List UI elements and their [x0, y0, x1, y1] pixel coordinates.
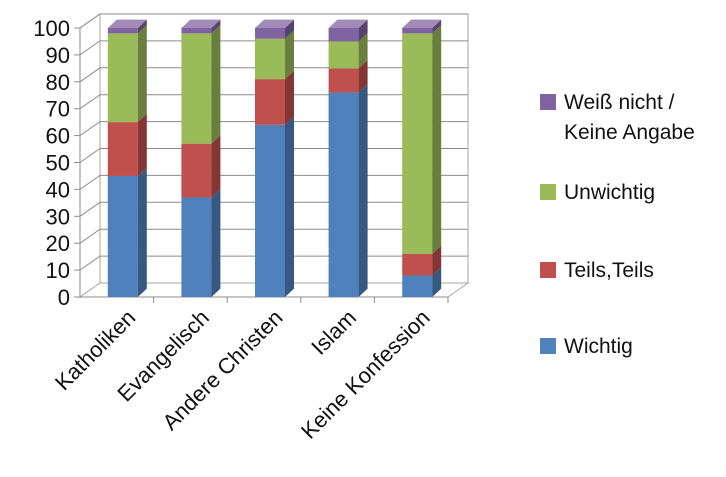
- bar-side: [285, 30, 294, 79]
- legend-item: Teils,Teils: [540, 256, 654, 286]
- bar-segment: [329, 93, 359, 297]
- bar-side: [211, 135, 220, 197]
- legend-label: Weiß nicht / Keine Angabe: [564, 88, 695, 148]
- bar-side: [138, 114, 147, 176]
- y-tick-label: 70: [46, 97, 70, 122]
- bar-segment: [402, 275, 432, 297]
- y-tick-label: 10: [46, 258, 70, 283]
- bar-segment: [181, 144, 211, 198]
- bar-segment: [255, 28, 285, 39]
- bar-side: [211, 25, 220, 144]
- bar-side: [359, 84, 368, 297]
- bar-segment: [329, 28, 359, 41]
- legend-item: Wichtig: [540, 332, 633, 362]
- bar-segment: [402, 28, 432, 33]
- bar-segment: [402, 33, 432, 254]
- bar-segment: [329, 41, 359, 68]
- bar-segment: [402, 254, 432, 276]
- bar-segment: [181, 33, 211, 143]
- bar-segment: [181, 197, 211, 297]
- legend-label: Wichtig: [564, 332, 633, 362]
- y-tick-label: 60: [46, 124, 70, 149]
- legend-item: Weiß nicht / Keine Angabe: [540, 88, 695, 148]
- legend-label: Teils,Teils: [564, 256, 654, 286]
- bar-side: [138, 168, 147, 297]
- bar-side: [211, 189, 220, 297]
- y-tick-label: 80: [46, 70, 70, 95]
- legend-label: Unwichtig: [564, 178, 655, 208]
- bar-segment: [255, 39, 285, 79]
- bar-segment: [108, 176, 138, 297]
- y-tick-label: 40: [46, 177, 70, 202]
- bar-side: [285, 116, 294, 297]
- bar-segment: [108, 33, 138, 122]
- y-tick-label: 0: [58, 285, 70, 310]
- y-tick-label: 20: [46, 231, 70, 256]
- legend-item: Unwichtig: [540, 178, 655, 208]
- y-tick-label: 100: [33, 16, 70, 41]
- legend-swatch: [540, 338, 556, 354]
- bar-segment: [329, 68, 359, 92]
- y-tick-label: 30: [46, 204, 70, 229]
- x-tick-label: Keine Konfession: [296, 305, 435, 444]
- bar-side: [432, 25, 441, 254]
- y-tick-label: 50: [46, 151, 70, 176]
- bar-side: [285, 71, 294, 125]
- bar-segment: [108, 28, 138, 33]
- legend-swatch: [540, 184, 556, 200]
- bar-segment: [255, 79, 285, 125]
- x-tick-label: Islam: [306, 305, 361, 360]
- bar-segment: [108, 122, 138, 176]
- bar-side: [138, 25, 147, 122]
- legend-swatch: [540, 94, 556, 110]
- bar-segment: [181, 28, 211, 33]
- bar-segment: [255, 125, 285, 297]
- legend-swatch: [540, 262, 556, 278]
- y-tick-label: 90: [46, 43, 70, 68]
